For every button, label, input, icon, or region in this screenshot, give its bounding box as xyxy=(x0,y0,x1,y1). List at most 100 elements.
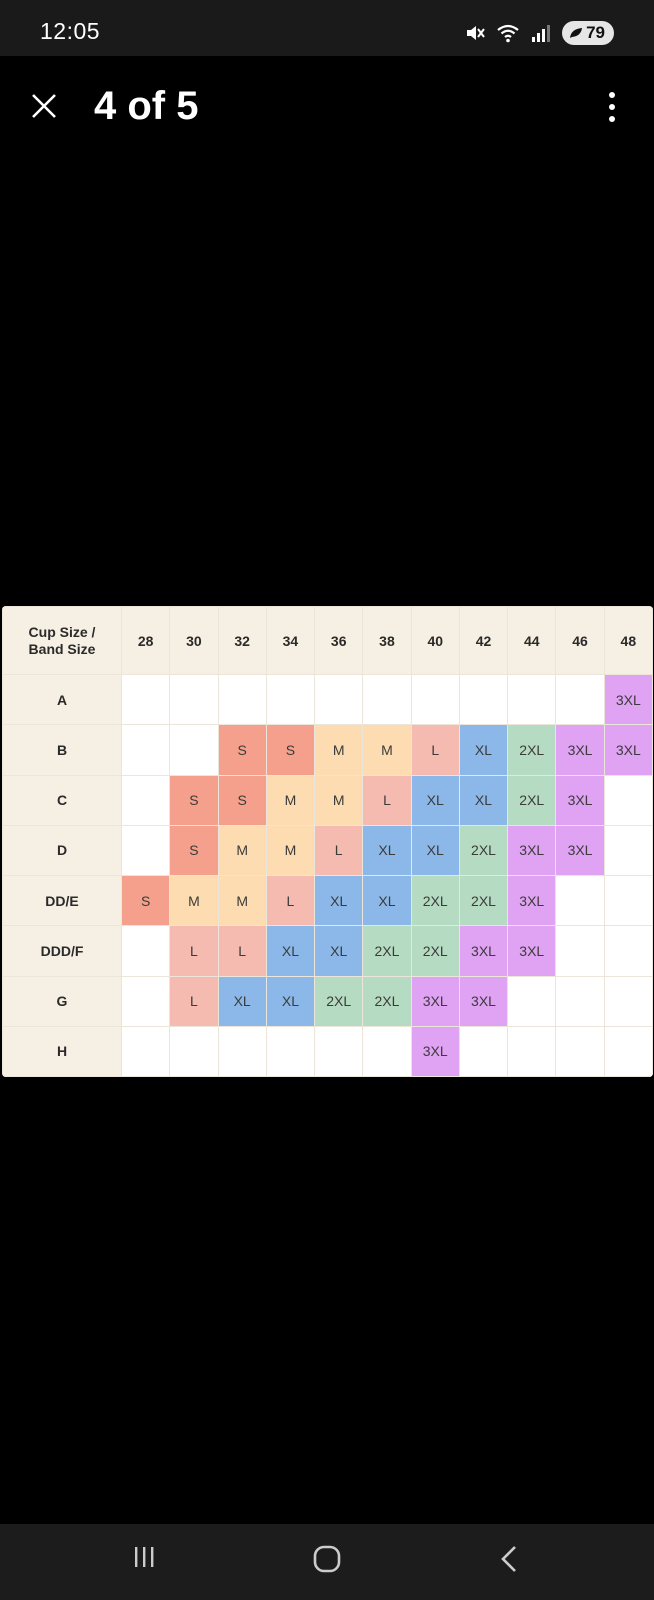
cup-size-row: G L XL XL 2XL 2XL 3XL 3XL xyxy=(2,975,653,1027)
size-cell: XL xyxy=(314,925,364,977)
band-size-header-row: Cup Size / Band Size 28 30 32 34 36 38 40 42 44 4… xyxy=(2,606,653,675)
size-cell xyxy=(314,673,364,726)
size-cell: L xyxy=(410,724,460,776)
viewer-header: 4 of 5 xyxy=(0,56,654,156)
cup-size-label: D xyxy=(2,824,122,877)
size-cell xyxy=(265,673,316,726)
size-cell xyxy=(217,1025,267,1077)
size-cell: L xyxy=(169,975,219,1027)
size-chart-image[interactable]: Cup Size / Band Size 28 30 32 34 36 38 40 42 44 4… xyxy=(2,606,653,1077)
size-cell: 3XL xyxy=(555,724,605,776)
size-cell: S xyxy=(169,774,219,826)
size-cell: XL xyxy=(314,874,364,927)
size-cell: M xyxy=(362,724,412,776)
cup-size-row: H 3XL xyxy=(2,1025,653,1077)
size-cell: XL xyxy=(410,774,460,826)
size-cell xyxy=(120,724,171,776)
size-cell xyxy=(120,824,171,877)
size-cell xyxy=(603,874,653,927)
cup-size-label: C xyxy=(2,774,122,826)
size-cell: 2XL xyxy=(507,724,557,776)
size-cell: 2XL xyxy=(507,774,557,826)
cup-size-row: DD/E S M M L XL XL 2XL 2XL 3XL xyxy=(2,874,653,927)
size-cell xyxy=(458,1025,509,1077)
size-cell: XL xyxy=(362,824,412,877)
status-bar: 12:05 xyxy=(0,0,654,56)
size-cell: 3XL xyxy=(507,824,557,877)
more-vert-dot xyxy=(609,104,615,110)
band-size-header: 34 xyxy=(265,606,316,675)
page-counter-title: 4 of 5 xyxy=(94,84,199,128)
size-cell: L xyxy=(169,925,219,977)
status-time: 12:05 xyxy=(40,18,101,44)
band-size-header: 30 xyxy=(169,606,219,675)
cup-size-label: G xyxy=(2,975,122,1027)
cup-size-label: B xyxy=(2,724,122,776)
band-size-header: 48 xyxy=(603,606,653,675)
size-cell: M xyxy=(169,874,219,927)
corner-header: Cup Size / Band Size xyxy=(2,606,122,675)
size-cell xyxy=(169,724,219,776)
size-cell: S xyxy=(217,724,267,776)
size-cell: S xyxy=(217,774,267,826)
band-size-header: 40 xyxy=(410,606,460,675)
size-cell: M xyxy=(217,874,267,927)
cup-size-row: C S S M M L XL XL 2XL 3XL xyxy=(2,774,653,826)
size-cell: 2XL xyxy=(410,874,460,927)
cup-size-row: D S M M L XL XL 2XL 3XL 3XL xyxy=(2,824,653,877)
size-cell: M xyxy=(314,724,364,776)
size-cell xyxy=(120,1025,171,1077)
battery-level: 79 xyxy=(586,23,605,42)
size-cell: 2XL xyxy=(314,975,364,1027)
recents-icon xyxy=(135,1547,154,1567)
band-size-header: 32 xyxy=(217,606,267,675)
size-cell: XL xyxy=(265,925,316,977)
size-cell xyxy=(410,673,460,726)
size-cell xyxy=(603,975,653,1027)
size-cell xyxy=(169,673,219,726)
cup-size-label: DDD/F xyxy=(2,925,122,977)
size-cell: M xyxy=(265,774,316,826)
back-icon xyxy=(501,1546,516,1572)
size-cell: 3XL xyxy=(458,925,509,977)
size-cell: M xyxy=(217,824,267,877)
size-cell: S xyxy=(265,724,316,776)
size-cell xyxy=(120,673,171,726)
size-cell: XL xyxy=(217,975,267,1027)
size-cell: L xyxy=(217,925,267,977)
size-cell: 3XL xyxy=(555,824,605,877)
size-cell xyxy=(362,673,412,726)
size-cell: S xyxy=(120,874,171,927)
band-size-header: 44 xyxy=(507,606,557,675)
size-cell: 3XL xyxy=(410,975,460,1027)
size-cell: 2XL xyxy=(458,874,509,927)
size-cell xyxy=(120,925,171,977)
size-cell: 3XL xyxy=(603,673,653,726)
size-cell: XL xyxy=(410,824,460,877)
band-size-header: 28 xyxy=(120,606,171,675)
size-chart-table: Cup Size / Band Size 28 30 32 34 36 38 40 42 44 4… xyxy=(2,606,653,1077)
size-cell: XL xyxy=(458,724,509,776)
size-cell xyxy=(314,1025,364,1077)
size-cell xyxy=(555,1025,605,1077)
status-icons: 79 xyxy=(464,20,614,46)
size-cell xyxy=(507,1025,557,1077)
size-cell xyxy=(603,774,653,826)
size-cell xyxy=(120,975,171,1027)
more-options-button[interactable] xyxy=(606,92,618,122)
size-cell: 3XL xyxy=(458,975,509,1027)
size-cell: 2XL xyxy=(410,925,460,977)
more-vert-dot xyxy=(609,116,615,122)
home-button[interactable] xyxy=(307,1544,347,1580)
cup-size-row: DDD/F L L XL XL 2XL 2XL 3XL 3XL xyxy=(2,925,653,977)
size-cell xyxy=(555,975,605,1027)
size-cell xyxy=(265,1025,316,1077)
home-icon xyxy=(313,1545,341,1573)
cup-size-label: H xyxy=(2,1025,122,1077)
recents-button[interactable] xyxy=(124,1544,164,1580)
back-button[interactable] xyxy=(490,1544,530,1580)
size-cell: S xyxy=(169,824,219,877)
cup-size-row: B S S M M L XL 2XL 3XL 3XL xyxy=(2,724,653,776)
close-icon xyxy=(32,94,56,118)
close-button[interactable] xyxy=(28,90,60,122)
